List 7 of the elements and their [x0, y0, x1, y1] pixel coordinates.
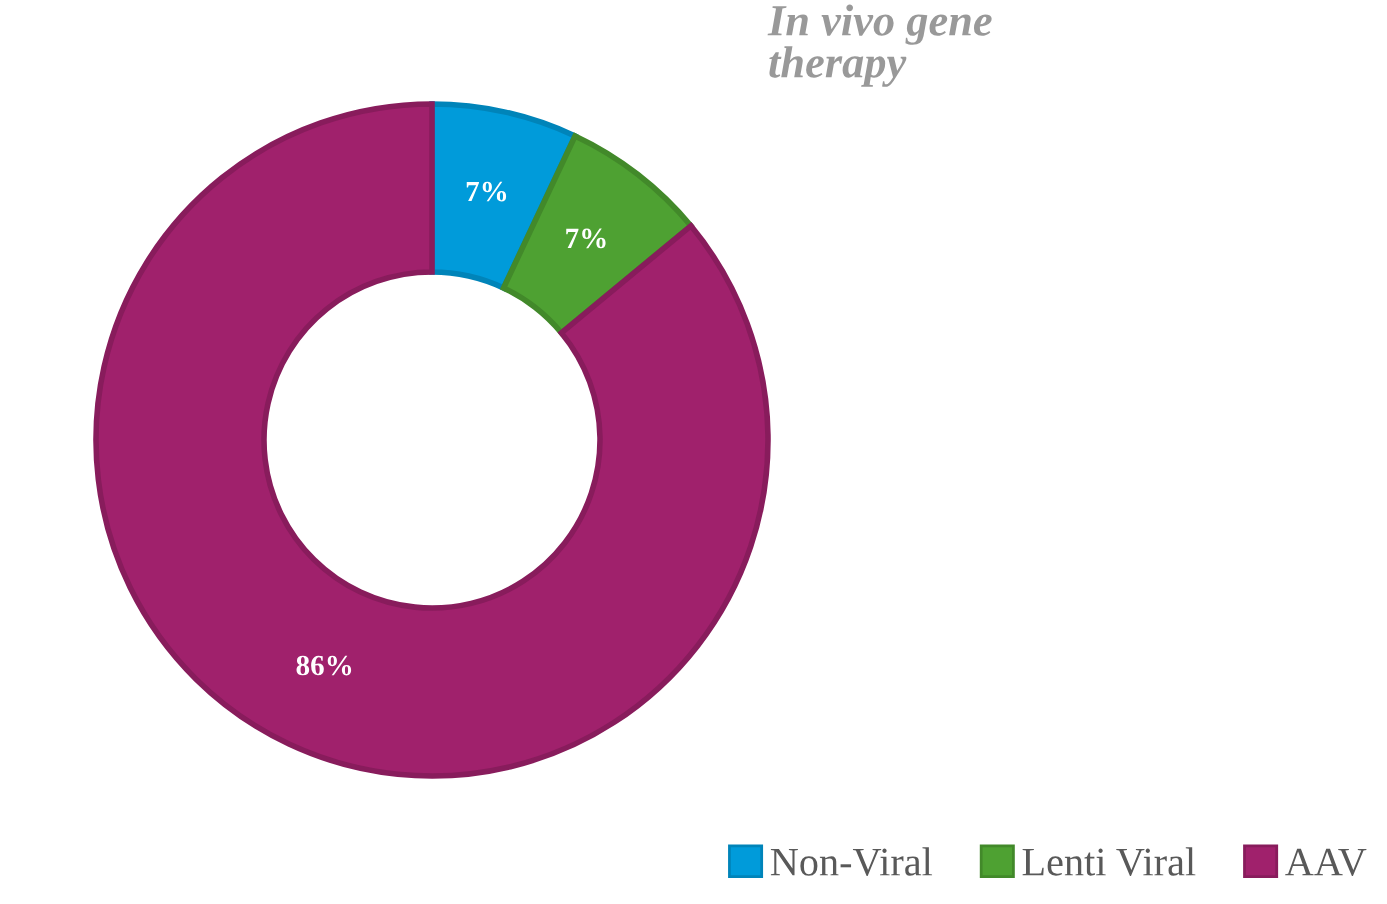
- data-label: 7%: [566, 228, 606, 249]
- legend-label: AAV: [1285, 848, 1367, 876]
- legend-label: Non-Viral: [770, 847, 933, 876]
- data-label: 86%: [296, 655, 352, 676]
- legend-label: Lenti Viral: [1022, 847, 1196, 876]
- chart-title: In vivo gene therapy: [767, 4, 992, 87]
- data-label: 7%: [466, 181, 507, 202]
